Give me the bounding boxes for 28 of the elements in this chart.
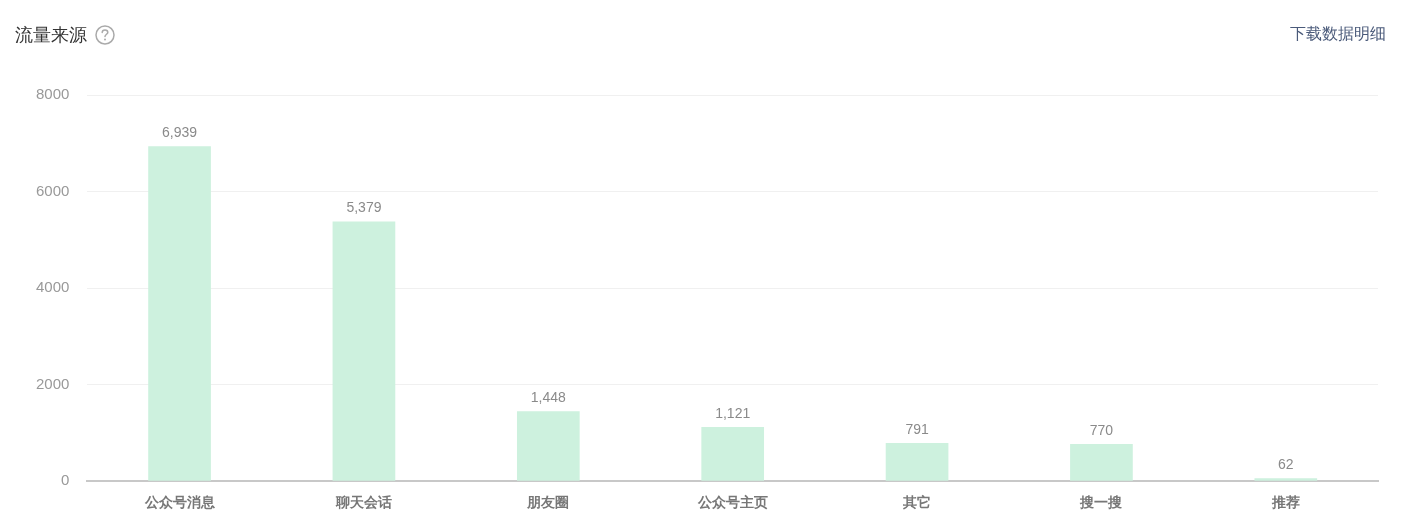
x-tick-label: 公众号消息	[143, 494, 216, 511]
data-label: 6,939	[162, 124, 198, 141]
bar	[1254, 478, 1318, 481]
y-tick-label: 8000	[35, 85, 70, 103]
text: 下载数据明细	[1290, 24, 1386, 45]
data-label: 791	[905, 420, 929, 437]
data-label: 770	[1089, 421, 1114, 438]
bar	[332, 221, 396, 481]
data-label: 1,448	[530, 389, 567, 406]
data-label: 62	[1278, 456, 1294, 473]
y-tick-label: 2000	[35, 374, 70, 392]
y-tick-label: 6000	[35, 181, 70, 199]
x-tick-label: 推荐	[1270, 494, 1300, 511]
data-label: 5,379	[346, 199, 382, 216]
x-tick-label: 搜一搜	[1079, 494, 1123, 511]
bar	[885, 443, 949, 481]
y-tick-label: 4000	[35, 278, 70, 296]
x-tick-label: 其它	[902, 494, 932, 511]
x-tick-label: 聊天会话	[334, 494, 392, 511]
bar	[701, 427, 765, 481]
bar	[148, 146, 211, 481]
chart-title: 流量来源	[15, 23, 87, 47]
data-label: 1,121	[715, 404, 751, 421]
x-tick-label: 公众号主页	[696, 494, 768, 511]
bar	[1070, 444, 1133, 481]
x-tick-label: 朋友圈	[526, 494, 570, 511]
y-tick-label: 0	[61, 471, 70, 489]
bar	[516, 411, 580, 481]
